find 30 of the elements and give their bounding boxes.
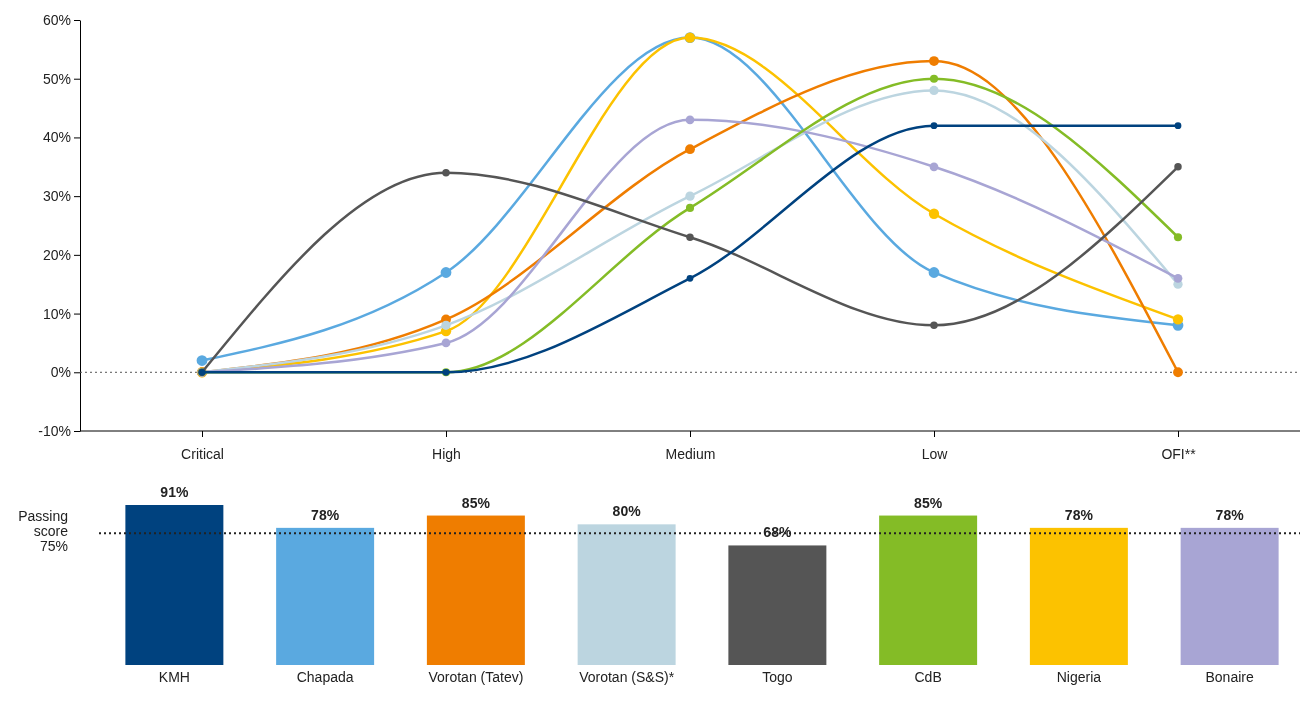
data-label: 78% xyxy=(1064,506,1094,523)
x-tick-label: Togo xyxy=(762,669,793,685)
x-tick-label: Vorotan (S&S)* xyxy=(579,669,675,685)
x-tick-label: Vorotan (Tatev) xyxy=(428,669,524,685)
data-label: 78% xyxy=(1215,506,1245,523)
data-label: 78% xyxy=(311,506,340,523)
x-tick-label: Nigeria xyxy=(1056,669,1102,685)
y-tick-label: 10% xyxy=(42,305,71,322)
y-tick-label: 0% xyxy=(50,364,71,381)
data-label: 80% xyxy=(612,503,642,520)
x-tick-label: Critical xyxy=(181,445,224,462)
x-tick-label: Low xyxy=(921,445,949,462)
x-tick-label: CdB xyxy=(914,669,942,685)
data-label: 85% xyxy=(461,494,491,511)
x-tick-label: Medium xyxy=(665,445,716,462)
ref-line-label: Passing score 75% xyxy=(18,508,69,555)
y-tick-label: 60% xyxy=(42,11,71,28)
y-tick-label: 50% xyxy=(42,70,71,87)
data-label: 91% xyxy=(160,484,189,500)
x-tick-label: OFI** xyxy=(1161,445,1197,462)
x-tick-label: Chapada xyxy=(296,669,354,685)
y-tick-label: -10% xyxy=(38,422,71,439)
data-label: 85% xyxy=(914,494,943,511)
y-tick-label: 20% xyxy=(42,246,71,263)
x-tick-label: KMH xyxy=(158,669,190,685)
x-tick-label: Bonaire xyxy=(1205,669,1254,685)
x-tick-label: High xyxy=(432,445,461,462)
y-tick-label: 40% xyxy=(42,129,71,146)
data-label: 68% xyxy=(763,524,792,541)
y-tick-label: 30% xyxy=(42,188,71,205)
